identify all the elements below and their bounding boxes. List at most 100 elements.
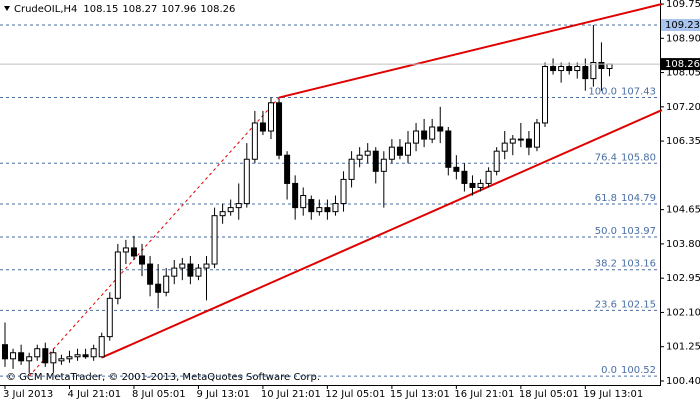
candle-body bbox=[509, 138, 516, 144]
candle-body bbox=[147, 263, 154, 285]
candle-body bbox=[558, 66, 565, 72]
x-tick-label: 4 Jul 21:01 bbox=[67, 389, 121, 400]
candle-body bbox=[122, 247, 129, 253]
candle-body bbox=[606, 63, 613, 70]
y-tick-label: 103.80 bbox=[666, 239, 700, 250]
fibo-label: 76.4 105.80 bbox=[595, 152, 656, 163]
candle-body bbox=[429, 126, 436, 140]
candle-body bbox=[139, 255, 146, 265]
candle-body bbox=[308, 199, 315, 213]
high-value: 108.27 bbox=[122, 4, 157, 15]
price-label-box bbox=[661, 18, 700, 31]
y-tick-label: 108.90 bbox=[666, 33, 700, 44]
candle-body bbox=[533, 122, 540, 148]
open-value: 108.15 bbox=[83, 4, 118, 15]
candle-body bbox=[235, 203, 242, 209]
candle-body bbox=[106, 297, 113, 338]
x-tick-label: 9 Jul 13:01 bbox=[196, 389, 250, 400]
candle-body bbox=[219, 211, 226, 217]
y-tick-label: 108.05 bbox=[666, 68, 700, 79]
candle-body bbox=[50, 352, 57, 364]
symbol-icon bbox=[4, 6, 10, 11]
candle-body bbox=[598, 61, 605, 70]
fibo-label: 100.0 107.43 bbox=[588, 87, 656, 98]
candle-body bbox=[372, 150, 379, 172]
candle-body bbox=[485, 170, 492, 184]
close-value: 108.26 bbox=[200, 4, 235, 15]
candle-body bbox=[251, 122, 258, 160]
candle-body bbox=[566, 66, 573, 72]
candle-body bbox=[469, 182, 476, 188]
y-tick-label: 107.20 bbox=[666, 102, 700, 113]
candle-body bbox=[405, 142, 411, 156]
candle-body bbox=[477, 182, 484, 188]
candle-body bbox=[413, 130, 420, 144]
candle-body bbox=[10, 352, 17, 360]
candle-body bbox=[114, 251, 121, 299]
candle-body bbox=[324, 207, 331, 213]
fibo-ratio: 50.0 bbox=[595, 226, 617, 237]
candle-body bbox=[292, 182, 299, 209]
trend-line bbox=[278, 3, 663, 99]
fibo-ratio: 100.0 bbox=[588, 87, 617, 98]
trend-line bbox=[28, 97, 280, 377]
candle-body bbox=[171, 267, 178, 277]
chart-title: CrudeOIL,H4 108.15 108.27 107.96 108.26 bbox=[14, 4, 235, 15]
candle-body bbox=[82, 354, 89, 358]
fibo-ratio: 38.2 bbox=[595, 259, 617, 270]
candle-body bbox=[590, 61, 597, 80]
x-tick-label: 18 Jul 05:01 bbox=[519, 389, 579, 400]
candle-body bbox=[2, 344, 8, 360]
candle-body bbox=[284, 154, 291, 184]
fibo-label: 0.0 100.52 bbox=[601, 365, 656, 376]
fibo-label: 23.6 102.15 bbox=[595, 299, 656, 310]
fibo-value: 107.43 bbox=[621, 87, 656, 98]
candle-body bbox=[396, 146, 403, 156]
x-tick-label: 19 Jul 13:01 bbox=[583, 389, 643, 400]
y-tick-label: 109.75 bbox=[666, 0, 700, 10]
candle-body bbox=[203, 263, 210, 269]
candle-body bbox=[276, 102, 283, 156]
x-tick-label: 16 Jul 21:01 bbox=[454, 389, 514, 400]
fibo-value: 105.80 bbox=[621, 152, 656, 163]
candle-body bbox=[501, 142, 508, 152]
candle-body bbox=[525, 138, 532, 148]
candle-body bbox=[550, 66, 557, 72]
y-tick-label: 102.95 bbox=[666, 273, 700, 284]
fibo-ratio: 23.6 bbox=[595, 299, 617, 310]
candle-body bbox=[421, 130, 428, 140]
x-tick-label: 8 Jul 05:01 bbox=[132, 389, 186, 400]
candle-body bbox=[66, 356, 73, 360]
candle-body bbox=[18, 352, 25, 362]
candle-body bbox=[574, 66, 581, 72]
candle-body bbox=[461, 170, 468, 184]
candle-body bbox=[332, 203, 339, 213]
fibo-value: 104.79 bbox=[621, 193, 656, 204]
candle-body bbox=[90, 348, 97, 358]
candle-body bbox=[380, 158, 387, 172]
fibo-ratio: 61.8 bbox=[595, 193, 617, 204]
candle-body bbox=[453, 166, 460, 172]
y-tick-label: 104.65 bbox=[666, 205, 700, 216]
footer: © GCM MetaTrader, © 2001-2013, MetaQuote… bbox=[6, 372, 320, 383]
candle-body bbox=[34, 348, 41, 358]
candle-body bbox=[42, 348, 49, 364]
candle-body bbox=[98, 336, 105, 358]
fibo-ratio: 0.0 bbox=[601, 365, 617, 376]
fibo-label: 38.2 103.16 bbox=[595, 259, 656, 270]
fibo-label: 50.0 103.97 bbox=[595, 226, 656, 237]
candle-body bbox=[388, 146, 395, 160]
candle-body bbox=[58, 358, 65, 362]
candle-body bbox=[163, 275, 170, 293]
fibo-value: 100.52 bbox=[621, 365, 656, 376]
x-tick-label: 10 Jul 21:01 bbox=[261, 389, 321, 400]
fibo-ratio: 76.4 bbox=[595, 152, 617, 163]
candle-body bbox=[227, 207, 234, 213]
candle-body bbox=[259, 122, 266, 132]
candle-body bbox=[356, 154, 363, 160]
candle-body bbox=[179, 263, 186, 269]
candle-body bbox=[493, 150, 500, 172]
symbol: CrudeOIL,H4 bbox=[14, 4, 77, 15]
candle-body bbox=[243, 158, 250, 205]
candle-body bbox=[437, 126, 444, 132]
